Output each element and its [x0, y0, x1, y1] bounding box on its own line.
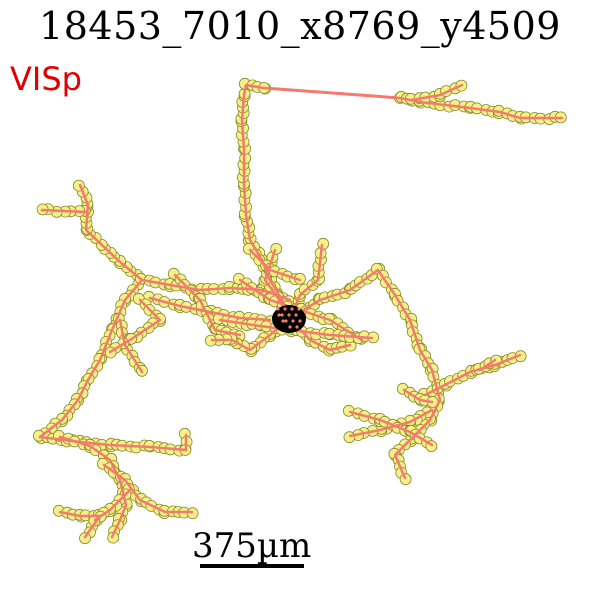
axon-segment: [118, 318, 144, 374]
axon-segment: [102, 463, 194, 514]
soma-texture: [295, 325, 299, 329]
axon-segment: [108, 298, 162, 354]
neuron-id-title: 18453_7010_x8769_y4509: [39, 4, 561, 48]
axon-node: [399, 473, 412, 486]
axon-segment: [348, 410, 434, 447]
axon-node: [270, 242, 283, 255]
axon-segment: [402, 388, 434, 404]
brain-region-label: VISp: [10, 60, 82, 98]
axon-segment: [248, 248, 302, 282]
soma-texture: [287, 313, 291, 317]
axon-segment: [478, 358, 497, 372]
axon-segment: [40, 208, 88, 214]
soma: [272, 305, 306, 333]
axon-segment: [140, 278, 292, 302]
axon-node: [317, 237, 330, 250]
axon-segment: [38, 435, 188, 452]
axon-segment: [423, 353, 522, 397]
axon-segment: [38, 278, 144, 439]
axon-segment: [288, 268, 380, 320]
axon-segment: [148, 296, 272, 322]
soma-texture: [276, 307, 280, 311]
soma-texture: [284, 319, 288, 323]
axon-segment: [410, 83, 464, 102]
axon-segment: [93, 488, 132, 522]
axon-segment: [58, 510, 102, 518]
soma-texture: [280, 313, 284, 317]
soma-texture: [281, 319, 285, 323]
axon-segment: [58, 435, 128, 539]
soma-texture: [297, 307, 301, 311]
soma-texture: [298, 319, 302, 323]
soma-texture: [290, 307, 294, 311]
axon-node: [343, 431, 356, 444]
soma-texture: [294, 313, 298, 317]
axon-segment: [376, 268, 442, 480]
scale-bar-label: 375µm: [192, 526, 312, 566]
soma-texture: [288, 325, 292, 329]
axon-segment: [173, 273, 242, 337]
soma-texture: [277, 313, 281, 317]
axon-edges-overlay: [38, 83, 564, 539]
axon-segment: [78, 183, 144, 282]
soma-texture: [291, 319, 295, 323]
soma-texture: [283, 307, 287, 311]
